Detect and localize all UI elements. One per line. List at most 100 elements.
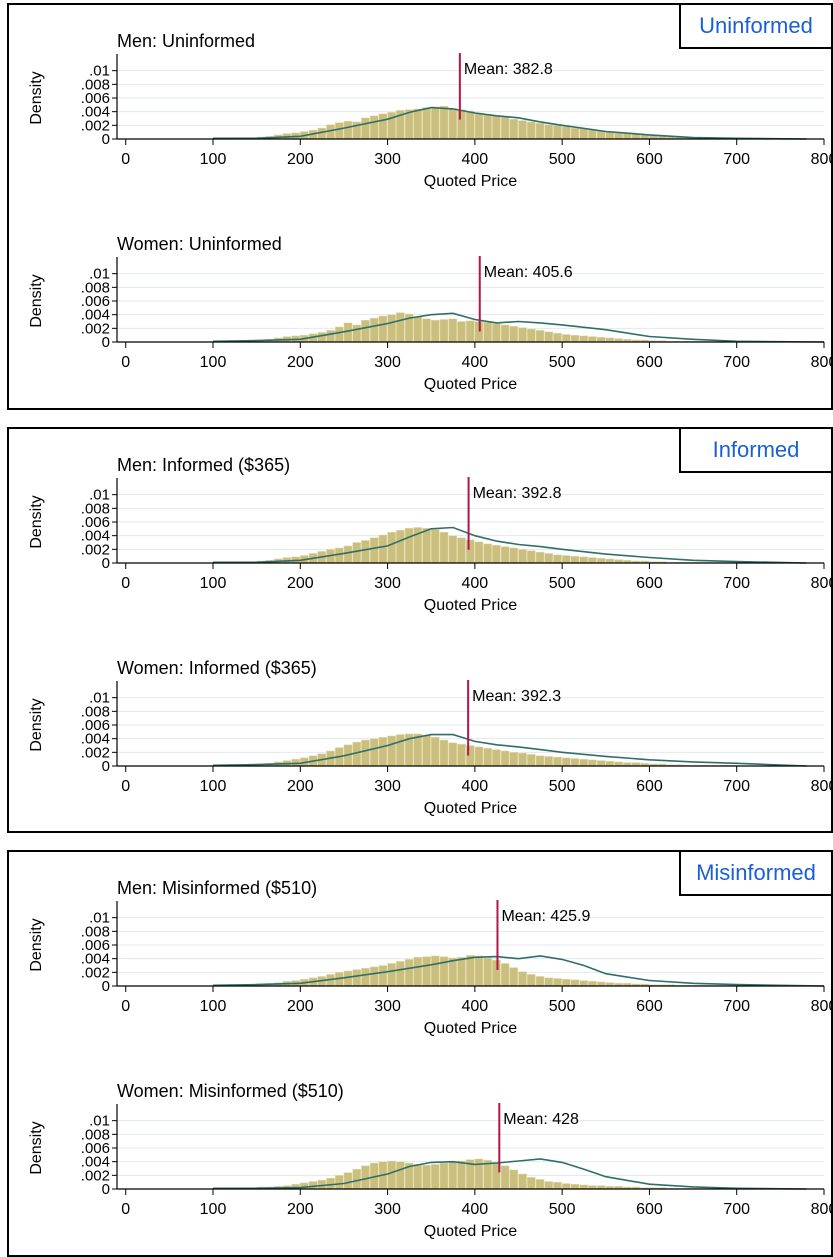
- chart-title: Men: Uninformed: [117, 31, 255, 51]
- histogram-bar: [570, 555, 580, 564]
- histogram-bar: [369, 738, 379, 767]
- chart-women-informed: Women: Informed ($365)Mean: 392.30.002.0…: [28, 658, 831, 817]
- x-tick-label: 700: [723, 1201, 750, 1218]
- histogram-bar: [509, 1169, 519, 1190]
- histogram-bar: [553, 332, 562, 343]
- histogram-bar: [361, 540, 370, 564]
- histogram-bar: [509, 118, 519, 140]
- histogram-bar: [439, 105, 449, 140]
- x-tick-label: 400: [462, 575, 489, 592]
- y-tick-label: .01: [89, 910, 110, 927]
- x-tick-label: 0: [121, 151, 130, 168]
- histogram-bar: [387, 1160, 396, 1190]
- histogram-bar: [343, 545, 353, 564]
- y-tick-label: .004: [81, 307, 110, 324]
- x-tick-label: 800: [811, 151, 831, 168]
- x-tick-label: 600: [636, 778, 663, 795]
- histogram-bar: [343, 322, 353, 343]
- x-axis-label: Quoted Price: [424, 800, 517, 817]
- histogram-bar: [535, 1179, 545, 1190]
- histogram-bar: [596, 760, 606, 767]
- histogram-bar: [387, 532, 396, 564]
- histogram-bar: [579, 980, 588, 987]
- x-tick-label: 700: [723, 575, 750, 592]
- y-tick-label: .006: [81, 717, 110, 734]
- density-curve: [213, 106, 807, 140]
- histogram-bar: [369, 537, 379, 564]
- x-tick-label: 0: [121, 1201, 130, 1218]
- y-tick-label: .01: [89, 266, 110, 283]
- x-tick-label: 300: [374, 151, 401, 168]
- y-axis-label: Density: [28, 918, 45, 971]
- y-tick-label: .002: [81, 1167, 110, 1184]
- histogram-bar: [561, 1183, 571, 1190]
- histogram-bar: [369, 966, 379, 987]
- histogram-bar: [439, 956, 449, 987]
- histogram-bar: [334, 326, 344, 343]
- x-tick-label: 400: [462, 151, 489, 168]
- histogram-bar: [334, 547, 344, 564]
- y-tick-label: .006: [81, 937, 110, 954]
- histogram-bar: [396, 734, 405, 767]
- y-tick-label: .008: [81, 703, 110, 720]
- y-tick-label: .006: [81, 90, 110, 107]
- x-tick-label: 0: [121, 354, 130, 371]
- histogram-bar: [553, 1181, 562, 1190]
- y-tick-label: 0: [102, 334, 110, 351]
- histogram-bar: [378, 113, 388, 140]
- histogram-bar: [561, 978, 571, 987]
- chart-title: Women: Misinformed ($510): [117, 1081, 344, 1101]
- histogram-bar: [334, 1175, 344, 1190]
- histogram-bar: [422, 735, 431, 767]
- x-axis-label: Quoted Price: [424, 173, 517, 190]
- histogram-bar: [430, 737, 440, 767]
- y-tick-label: .008: [81, 279, 110, 296]
- y-tick-label: 0: [102, 978, 110, 995]
- x-tick-label: 800: [811, 778, 831, 795]
- histogram-bar: [579, 556, 588, 564]
- histogram-bar: [474, 112, 484, 140]
- histogram-bar: [588, 129, 597, 140]
- x-tick-label: 500: [549, 575, 576, 592]
- histogram-bar: [492, 323, 501, 343]
- histogram-bar: [439, 319, 449, 343]
- chart-men-informed: Men: Informed ($365)Mean: 392.80.002.004…: [28, 455, 831, 614]
- histogram-bar: [430, 319, 440, 343]
- histogram-bar: [465, 110, 475, 140]
- histogram-bar: [387, 963, 396, 987]
- density-curve: [213, 1158, 807, 1190]
- x-tick-label: 700: [723, 151, 750, 168]
- histogram-bar: [483, 1160, 492, 1190]
- y-tick-label: .004: [81, 528, 110, 545]
- panel-informed: Informed Men: Informed ($365) Mean: 392.8…: [7, 427, 833, 833]
- y-tick-label: .002: [81, 964, 110, 981]
- histogram-bar: [448, 957, 458, 987]
- histogram-bar: [352, 324, 362, 343]
- histogram-bar: [588, 557, 597, 564]
- histogram-bar: [500, 116, 510, 140]
- x-tick-label: 800: [811, 1201, 831, 1218]
- histogram-bar: [492, 749, 501, 767]
- chart-title: Men: Misinformed ($510): [117, 878, 317, 898]
- x-tick-label: 100: [200, 575, 227, 592]
- histogram-bar: [553, 756, 562, 767]
- histogram-bar: [526, 974, 536, 987]
- histogram-bar: [526, 550, 536, 564]
- histogram-bar: [492, 959, 501, 987]
- histogram-bar: [544, 124, 554, 140]
- histogram-bar: [544, 331, 554, 343]
- density-curve: [212, 733, 807, 767]
- x-axis-label: Quoted Price: [424, 597, 517, 614]
- histogram-bar: [588, 336, 597, 343]
- group-badge: Uninformed: [679, 3, 833, 49]
- histogram-bar: [439, 532, 449, 564]
- x-tick-label: 500: [549, 1201, 576, 1218]
- histogram-bar: [396, 312, 405, 343]
- histogram-bar: [526, 328, 536, 343]
- histogram-bar: [448, 742, 458, 767]
- histogram-bar: [535, 755, 545, 767]
- y-tick-label: .002: [81, 117, 110, 134]
- y-axis-label: Density: [28, 495, 45, 548]
- x-tick-label: 600: [636, 354, 663, 371]
- histogram-bar: [483, 747, 492, 767]
